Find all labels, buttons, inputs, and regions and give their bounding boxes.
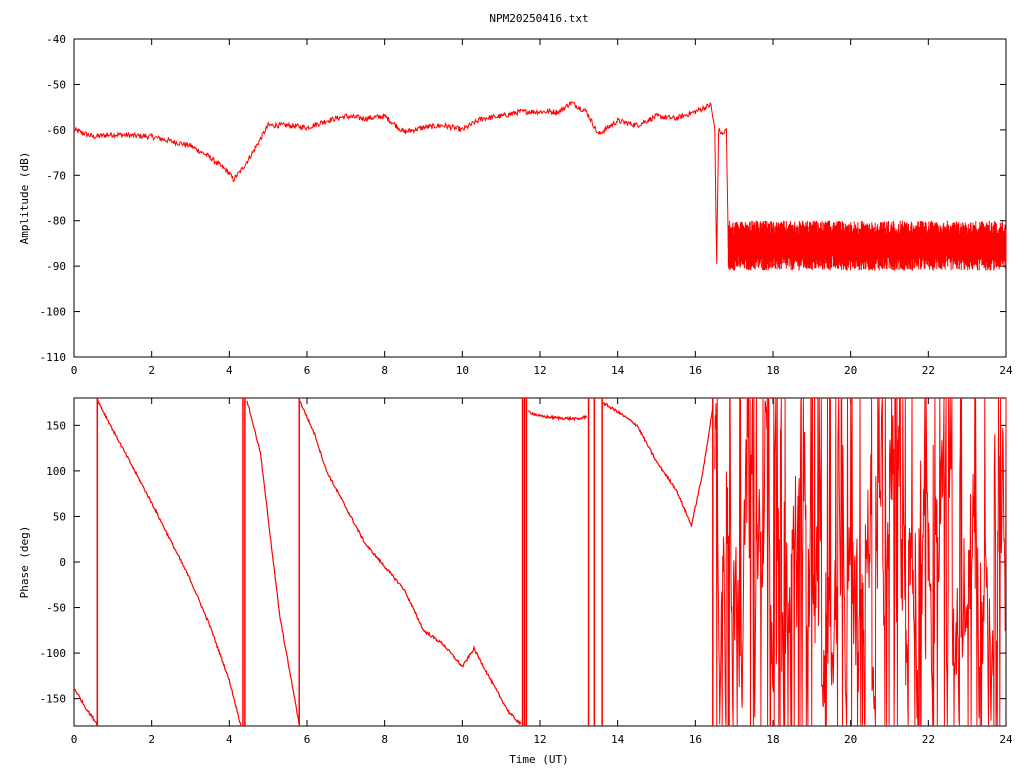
x-tick-label: 14: [611, 733, 625, 746]
x-tick-label: 4: [226, 364, 233, 377]
x-tick-label: 6: [304, 733, 311, 746]
y-tick-label: -150: [40, 693, 67, 706]
x-tick-label: 0: [71, 733, 78, 746]
x-tick-label: 24: [999, 364, 1013, 377]
x-tick-label: 2: [148, 364, 155, 377]
y-tick-label: -40: [46, 33, 66, 46]
amplitude-noise-band: [727, 220, 1007, 271]
x-tick-label: 20: [844, 364, 857, 377]
x-tick-label: 18: [766, 364, 779, 377]
phase-series-segment: [96, 399, 242, 727]
x-tick-label: 20: [844, 733, 857, 746]
x-tick-label: 14: [611, 364, 625, 377]
x-tick-label: 4: [226, 733, 233, 746]
x-tick-label: 12: [533, 364, 546, 377]
x-tick-label: 10: [456, 733, 469, 746]
y-tick-label: -50: [46, 78, 66, 91]
phase-y-axis-label: Phase (deg): [18, 526, 31, 599]
x-tick-label: 12: [533, 733, 546, 746]
phase-noisy-region: [714, 397, 1007, 727]
y-tick-label: -100: [40, 306, 67, 319]
x-tick-label: 16: [689, 733, 702, 746]
y-tick-label: 150: [46, 419, 66, 432]
y-tick-label: -60: [46, 124, 66, 137]
y-tick-label: -80: [46, 215, 66, 228]
phase-series-segment: [601, 402, 714, 527]
x-tick-label: 0: [71, 364, 78, 377]
y-tick-label: 50: [53, 510, 66, 523]
y-tick-label: 100: [46, 465, 66, 478]
amplitude-panel: -40-50-60-70-80-90-100-110 0 2 4 6 8 10 12 14 16…: [18, 33, 1013, 377]
chart-title: NPM20250416.txt: [489, 12, 588, 25]
x-tick-label: 24: [999, 733, 1013, 746]
phase-series-segment: [73, 687, 98, 726]
amplitude-plot-frame: [73, 38, 1007, 358]
x-tick-label: 16: [689, 364, 702, 377]
x-tick-label: 6: [304, 364, 311, 377]
amplitude-y-axis-label: Amplitude (dB): [18, 152, 31, 245]
x-tick-label: 22: [922, 364, 935, 377]
phase-series-segment: [527, 410, 588, 422]
y-tick-label: -70: [46, 169, 66, 182]
x-tick-label: 18: [766, 733, 779, 746]
phase-series-segment: [299, 400, 522, 726]
y-tick-label: -100: [40, 647, 67, 660]
y-tick-label: 0: [59, 556, 66, 569]
x-tick-label: 8: [381, 364, 388, 377]
y-tick-label: -90: [46, 260, 66, 273]
y-tick-label: -50: [46, 602, 66, 615]
x-axis-label: Time (UT): [509, 753, 569, 766]
phase-plot-frame: [73, 397, 1007, 727]
y-tick-label: -110: [40, 351, 67, 364]
x-tick-label: 8: [381, 733, 388, 746]
x-tick-label: 2: [148, 733, 155, 746]
x-tick-label: 10: [456, 364, 469, 377]
x-tick-label: 22: [922, 733, 935, 746]
phase-series-segment: [246, 400, 300, 725]
amplitude-series-line: [73, 101, 729, 264]
